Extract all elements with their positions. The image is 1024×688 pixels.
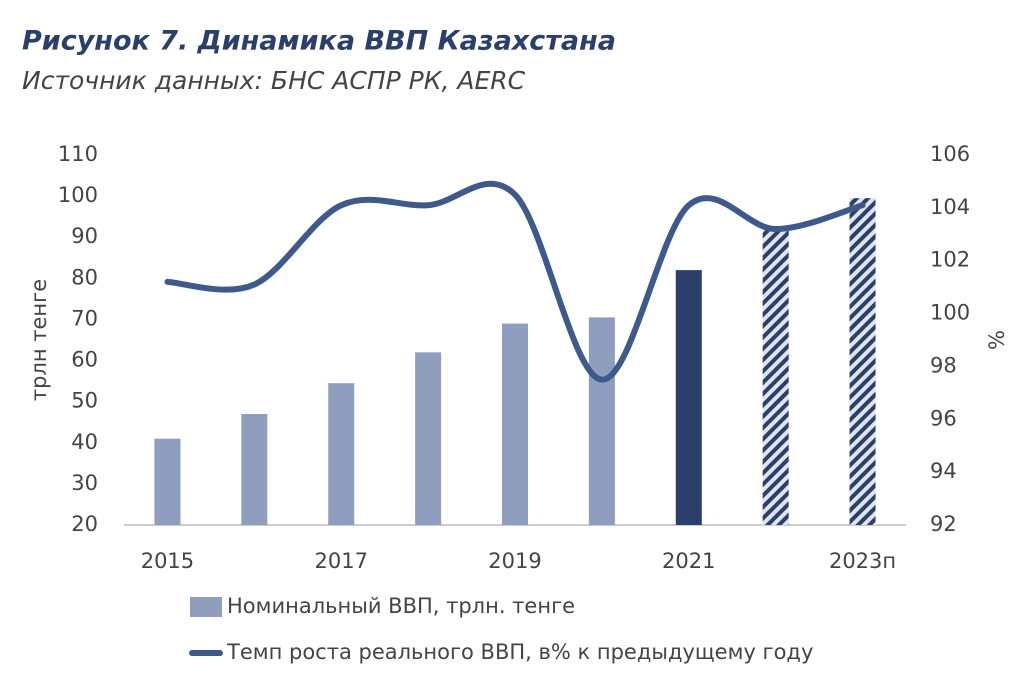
bar [588, 317, 615, 525]
bar [762, 226, 789, 525]
legend-swatch [190, 597, 222, 617]
y2-tick-label: 98 [930, 353, 957, 377]
x-tick-label: 2019 [488, 549, 541, 573]
x-tick-label: 2021 [662, 549, 715, 573]
legend-label: Темп роста реального ВВП, в% к предыдуще… [226, 640, 813, 664]
y-tick-label: 50 [71, 389, 98, 413]
y2-tick-label: 92 [930, 512, 957, 536]
y2-tick-label: 102 [930, 248, 970, 272]
legend-label: Номинальный ВВП, трлн. тенге [227, 594, 575, 618]
bar [241, 414, 268, 525]
y-tick-label: 90 [71, 224, 98, 248]
y2-tick-label: 104 [930, 195, 970, 219]
y2-tick-label: 106 [930, 142, 970, 166]
y2-tick-label: 100 [930, 301, 970, 325]
x-tick-label: 2017 [314, 549, 367, 573]
y2-tick-label: 96 [930, 406, 957, 430]
bar [849, 198, 876, 525]
y2-tick-label: 94 [930, 459, 957, 483]
y-tick-label: 80 [71, 265, 98, 289]
y-tick-label: 110 [58, 142, 98, 166]
y-tick-label: 40 [71, 430, 98, 454]
y-tick-label: 60 [71, 348, 98, 372]
y-axis-label: трлн тенге [27, 279, 51, 401]
bar [154, 438, 181, 525]
line [164, 180, 866, 383]
bar [415, 352, 442, 525]
bar [675, 270, 702, 525]
y-tick-label: 70 [71, 306, 98, 330]
chart-title: Рисунок 7. Динамика ВВП Казахстана [22, 26, 616, 57]
bar [502, 323, 528, 525]
y-tick-label: 100 [58, 183, 98, 207]
y-tick-label: 30 [71, 471, 98, 495]
bar [328, 383, 355, 525]
chart-subtitle: Источник данных: БНС АСПР РК, AERC [22, 66, 526, 95]
x-tick-label: 2023п [829, 549, 896, 573]
y2-axis-label: % [985, 330, 1009, 350]
y-tick-label: 20 [71, 512, 98, 536]
x-tick-label: 2015 [141, 549, 194, 573]
